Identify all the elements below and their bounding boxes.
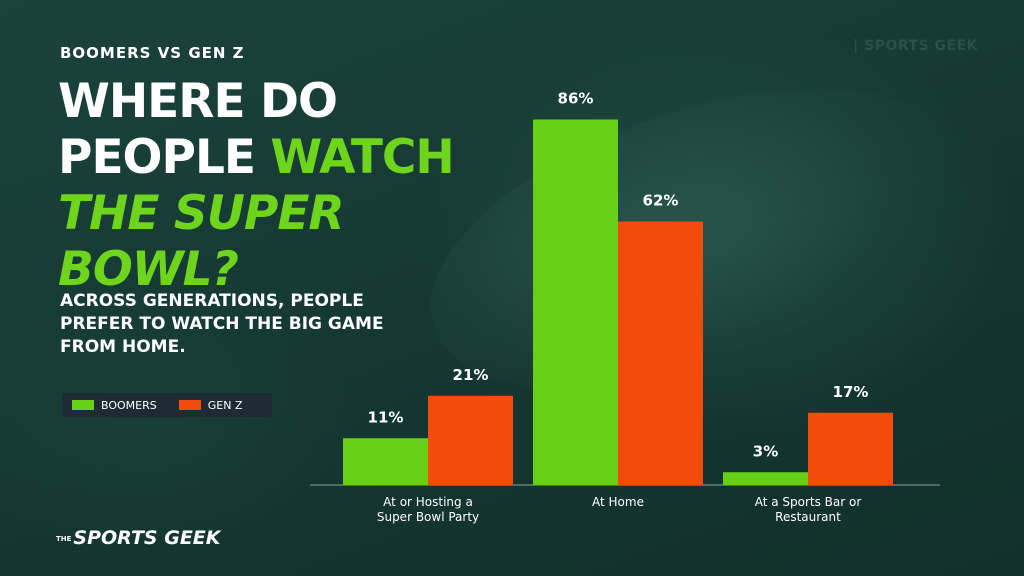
page-title: WHERE DO PEOPLE WATCH THE SUPER BOWL?	[58, 74, 518, 298]
title-line-3: THE SUPER	[58, 186, 345, 241]
subtitle: ACROSS GENERATIONS, PEOPLE PREFER TO WAT…	[60, 291, 384, 357]
bar-boomers-0	[343, 438, 428, 485]
category-label-2-1: Restaurant	[775, 510, 841, 524]
bar-genz-1	[618, 221, 703, 485]
chart-legend: BOOMERS GEN Z	[62, 393, 272, 417]
data-label-genz-0: 21%	[453, 366, 489, 384]
legend-item-genz: GEN Z	[178, 398, 243, 412]
category-label-0-0: At or Hosting a	[383, 495, 473, 509]
bar-boomers-2	[723, 472, 808, 485]
bar-boomers-1	[533, 119, 618, 485]
brand-logo-bottom-text: SPORTS GEEK	[73, 527, 221, 549]
bar-genz-2	[808, 412, 893, 485]
data-label-genz-1: 62%	[643, 192, 679, 210]
title-line-2-white: PEOPLE	[58, 130, 271, 185]
category-label-0-1: Super Bowl Party	[377, 510, 479, 524]
brand-logo-bottom: THE SPORTS GEEK	[56, 527, 221, 549]
eyebrow-text: BOOMERS VS GEN Z	[60, 44, 245, 62]
data-label-genz-2: 17%	[833, 383, 869, 401]
legend-label-boomers: BOOMERS	[101, 398, 157, 412]
legend-item-boomers: BOOMERS	[72, 399, 157, 412]
legend-swatch-boomers	[72, 400, 94, 410]
data-label-boomers-2: 3%	[753, 442, 778, 460]
title-line-2-green: WATCH	[270, 130, 454, 185]
brand-logo-bottom-small: THE	[56, 534, 72, 543]
bar-genz-0	[428, 395, 513, 485]
title-line-1: WHERE DO	[58, 74, 338, 129]
category-label-1-0: At Home	[592, 495, 644, 509]
category-label-2-0: At a Sports Bar or	[755, 495, 862, 509]
data-label-boomers-0: 11%	[368, 408, 404, 426]
legend-label-genz: GEN Z	[207, 398, 243, 412]
title-line-4: BOWL?	[58, 242, 239, 297]
data-label-boomers-1: 86%	[558, 90, 594, 108]
legend-swatch-genz	[178, 400, 201, 410]
brand-logo-top: | SPORTS GEEK	[853, 38, 978, 54]
title-line-2: PEOPLE WATCH	[58, 130, 518, 186]
